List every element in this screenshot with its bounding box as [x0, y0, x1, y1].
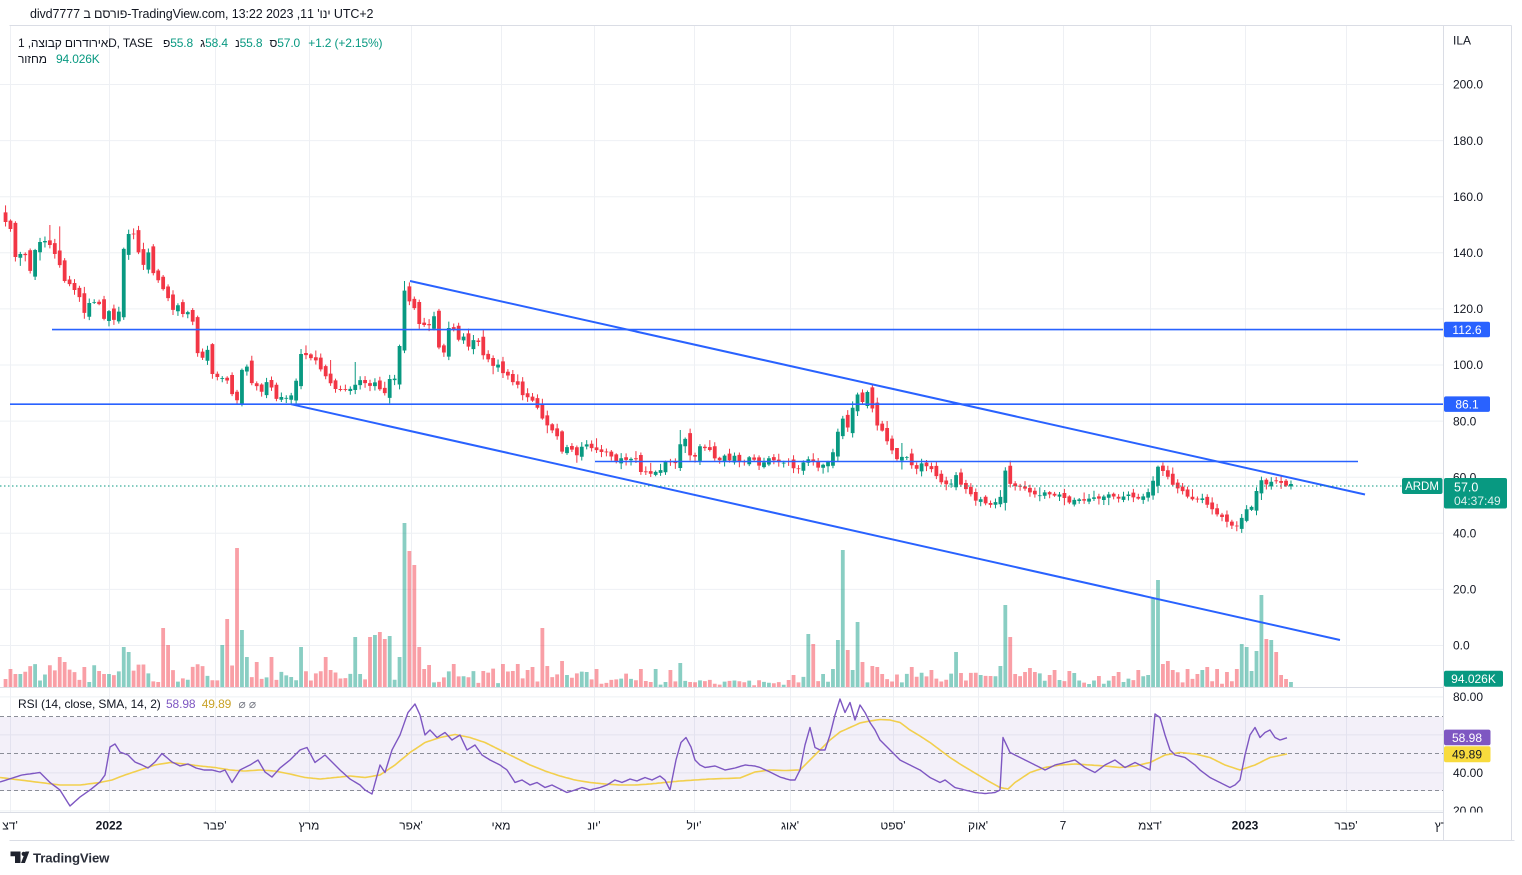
- svg-text:דצמ': דצמ': [1138, 819, 1162, 833]
- svg-text:140.0: 140.0: [1453, 246, 1483, 260]
- svg-text:אוק': אוק': [968, 819, 988, 833]
- svg-text:מאי: מאי: [492, 819, 511, 833]
- svg-text:112.6: 112.6: [1452, 323, 1481, 337]
- svg-text:20.0: 20.0: [1453, 583, 1477, 597]
- svg-text:TradingView: TradingView: [33, 851, 110, 866]
- svg-text:94.026K: 94.026K: [1451, 672, 1496, 686]
- svg-text:2023: 2023: [1232, 819, 1259, 833]
- svg-text:2022: 2022: [96, 819, 123, 833]
- svg-text:פבר': פבר': [203, 819, 226, 833]
- svg-text:40.0: 40.0: [1453, 527, 1477, 541]
- svg-text:86.1: 86.1: [1455, 397, 1479, 411]
- svg-text:100.0: 100.0: [1453, 358, 1483, 372]
- svg-text:פבר': פבר': [1334, 819, 1357, 833]
- svg-text:58.98: 58.98: [1452, 731, 1482, 745]
- svg-text:אוג': אוג': [781, 819, 799, 833]
- svg-text:40.00: 40.00: [1453, 766, 1483, 780]
- svg-text:יונ': יונ': [587, 819, 600, 833]
- svg-text:120.0: 120.0: [1453, 302, 1483, 316]
- svg-text:מרץ: מרץ: [299, 819, 320, 833]
- svg-text:אפר': אפר': [399, 819, 423, 833]
- svg-text:ILA: ILA: [1453, 34, 1471, 48]
- svg-text:80.0: 80.0: [1453, 414, 1477, 428]
- svg-text:יול': יול': [687, 819, 702, 833]
- svg-text:49.89: 49.89: [1452, 748, 1482, 762]
- svg-text:20.00: 20.00: [1453, 804, 1483, 818]
- svg-text:מרץ: מרץ: [1435, 819, 1456, 833]
- svg-text:80.00: 80.00: [1453, 690, 1483, 704]
- svg-text:04:37:49: 04:37:49: [1454, 494, 1501, 508]
- svg-text:7: 7: [1060, 819, 1067, 833]
- svg-text:ARDM: ARDM: [1405, 481, 1439, 493]
- svg-text:200.0: 200.0: [1453, 78, 1483, 92]
- svg-text:57.0: 57.0: [1454, 480, 1478, 494]
- svg-text:160.0: 160.0: [1453, 190, 1483, 204]
- svg-text:דצ': דצ': [2, 819, 18, 833]
- svg-text:0.0: 0.0: [1453, 639, 1470, 653]
- svg-text:180.0: 180.0: [1453, 134, 1483, 148]
- svg-text:ספט': ספט': [880, 819, 905, 833]
